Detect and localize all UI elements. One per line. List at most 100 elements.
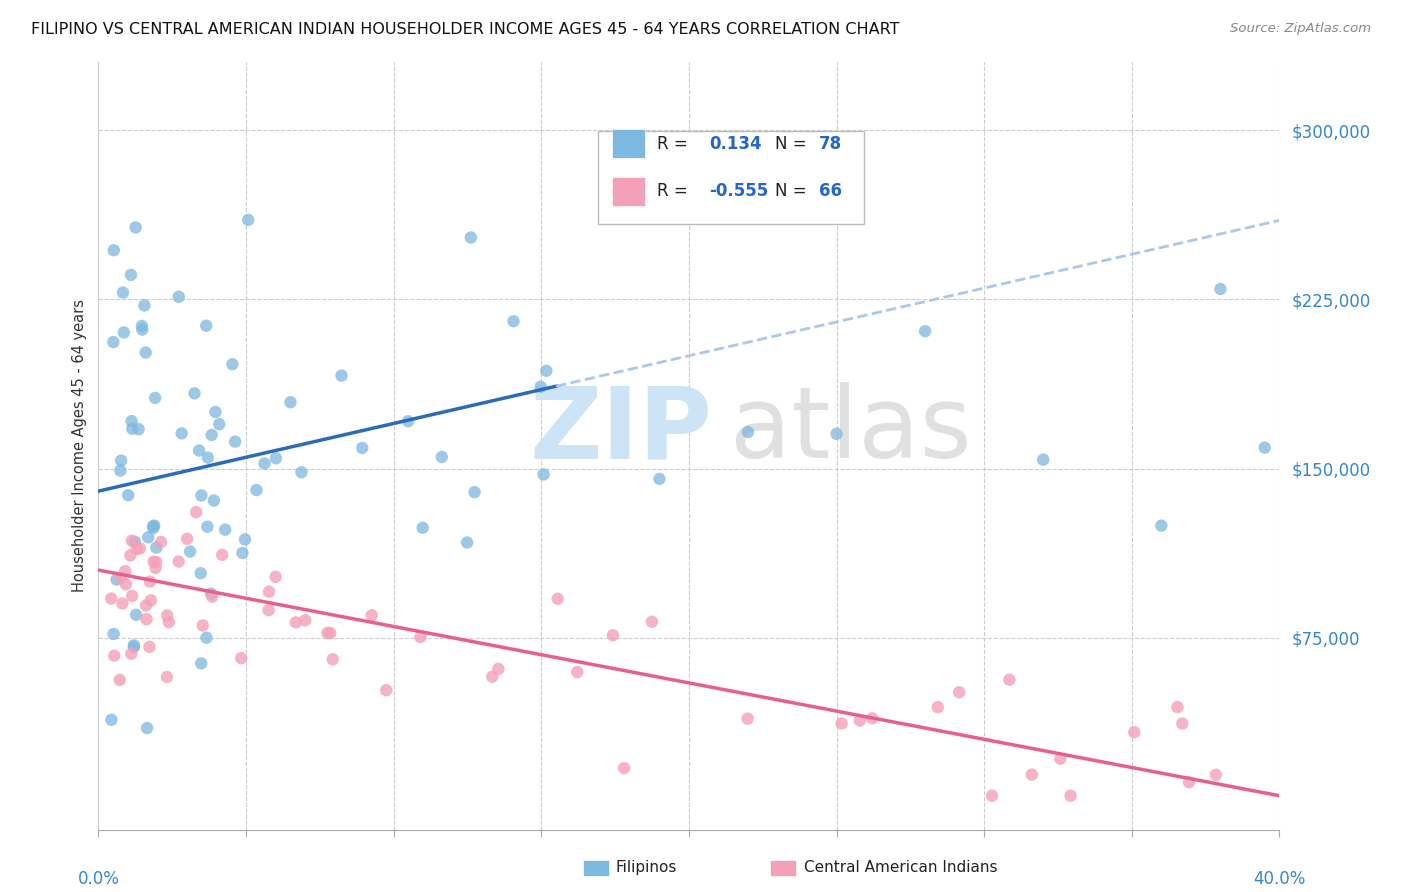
- Point: [128, 422, 150, 436]
- FancyBboxPatch shape: [612, 177, 645, 206]
- Point: [1178, 775, 1201, 789]
- Point: [195, 631, 218, 645]
- Text: Central American Indians: Central American Indians: [804, 860, 998, 874]
- Point: [360, 608, 382, 623]
- Point: [117, 488, 139, 502]
- Point: [121, 414, 143, 428]
- Point: [257, 603, 280, 617]
- Point: [245, 483, 267, 497]
- FancyBboxPatch shape: [598, 131, 863, 224]
- Point: [142, 521, 165, 535]
- Point: [290, 465, 312, 479]
- Point: [602, 628, 624, 642]
- Point: [201, 590, 224, 604]
- Point: [156, 608, 179, 623]
- Point: [179, 544, 201, 558]
- Point: [110, 571, 132, 585]
- Point: [122, 638, 145, 652]
- Point: [190, 488, 212, 502]
- Point: [114, 564, 136, 578]
- Point: [613, 761, 636, 775]
- Point: [530, 380, 553, 394]
- Point: [200, 586, 222, 600]
- Point: [124, 220, 146, 235]
- Text: Source: ZipAtlas.com: Source: ZipAtlas.com: [1230, 22, 1371, 36]
- Point: [1254, 441, 1277, 455]
- Point: [120, 549, 142, 563]
- Point: [998, 673, 1021, 687]
- Point: [464, 485, 486, 500]
- Point: [105, 573, 128, 587]
- Point: [737, 425, 759, 439]
- Point: [322, 652, 344, 666]
- Point: [294, 613, 316, 627]
- Point: [110, 464, 132, 478]
- Point: [139, 574, 162, 589]
- Point: [914, 324, 936, 338]
- Point: [316, 626, 339, 640]
- Point: [409, 630, 432, 644]
- Point: [204, 405, 226, 419]
- Point: [195, 318, 218, 333]
- Point: [134, 298, 156, 312]
- Text: R =: R =: [657, 135, 688, 153]
- Point: [737, 712, 759, 726]
- Point: [136, 530, 159, 544]
- Point: [1205, 768, 1227, 782]
- Point: [481, 670, 503, 684]
- Point: [120, 268, 142, 282]
- Point: [214, 523, 236, 537]
- Text: N =: N =: [775, 182, 807, 201]
- Point: [131, 318, 153, 333]
- Point: [211, 548, 233, 562]
- Point: [648, 472, 671, 486]
- Point: [1209, 282, 1232, 296]
- Point: [184, 505, 207, 519]
- FancyBboxPatch shape: [612, 129, 645, 158]
- Point: [143, 391, 166, 405]
- Text: 0.134: 0.134: [709, 135, 762, 153]
- Point: [190, 566, 212, 581]
- Y-axis label: Householder Income Ages 45 - 64 years: Householder Income Ages 45 - 64 years: [72, 300, 87, 592]
- Point: [486, 662, 509, 676]
- Point: [412, 521, 434, 535]
- Point: [138, 640, 160, 654]
- Point: [142, 555, 165, 569]
- Text: Filipinos: Filipinos: [616, 860, 678, 874]
- Point: [456, 535, 478, 549]
- Point: [208, 417, 231, 432]
- Text: 40.0%: 40.0%: [1253, 871, 1306, 888]
- Point: [460, 230, 482, 244]
- Point: [948, 685, 970, 699]
- Point: [264, 451, 287, 466]
- Point: [183, 386, 205, 401]
- Point: [547, 591, 569, 606]
- Point: [238, 213, 260, 227]
- Point: [191, 618, 214, 632]
- Point: [108, 673, 131, 687]
- Point: [121, 589, 143, 603]
- Text: atlas: atlas: [730, 382, 972, 479]
- Point: [176, 532, 198, 546]
- Point: [190, 657, 212, 671]
- Point: [1032, 452, 1054, 467]
- Point: [1171, 716, 1194, 731]
- Text: R =: R =: [657, 182, 688, 201]
- Point: [849, 714, 872, 728]
- Point: [120, 647, 142, 661]
- Point: [111, 285, 134, 300]
- Point: [233, 533, 256, 547]
- Text: 66: 66: [818, 182, 842, 201]
- Point: [264, 570, 287, 584]
- Point: [143, 518, 166, 533]
- Point: [136, 721, 159, 735]
- Point: [536, 364, 558, 378]
- Point: [135, 345, 157, 359]
- Point: [831, 716, 853, 731]
- Point: [112, 326, 135, 340]
- Text: FILIPINO VS CENTRAL AMERICAN INDIAN HOUSEHOLDER INCOME AGES 45 - 64 YEARS CORREL: FILIPINO VS CENTRAL AMERICAN INDIAN HOUS…: [31, 22, 900, 37]
- Point: [167, 555, 190, 569]
- Text: 0.0%: 0.0%: [77, 871, 120, 888]
- Point: [150, 535, 173, 549]
- Point: [103, 648, 125, 663]
